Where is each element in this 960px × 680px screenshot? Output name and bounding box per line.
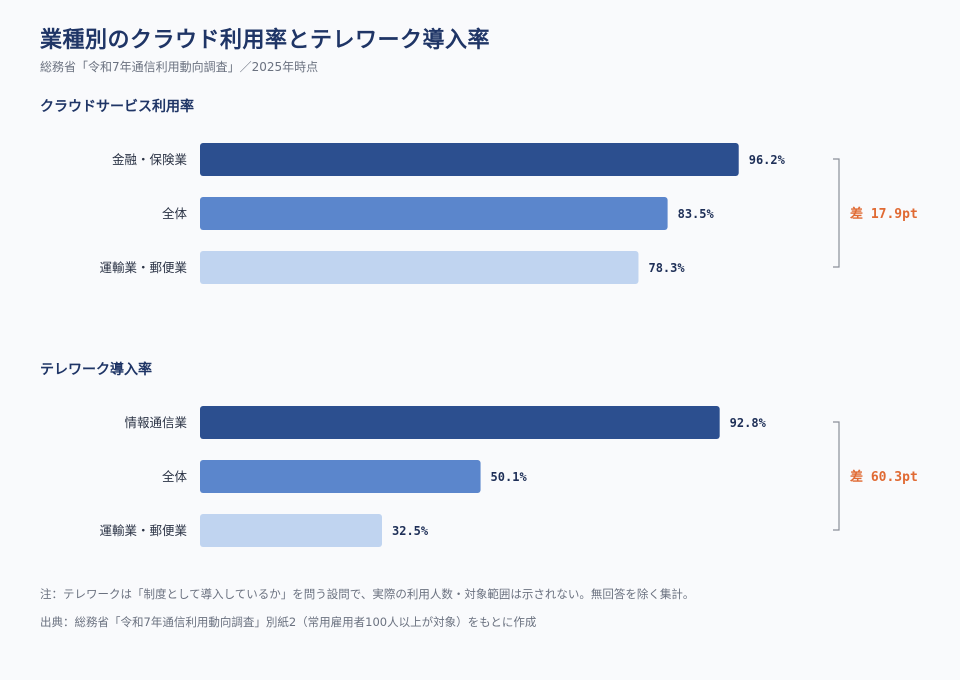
section-title: クラウドサービス利用率	[40, 98, 194, 115]
difference-bracket	[833, 421, 840, 531]
category-label: 金融・保険業	[112, 152, 188, 167]
bar	[200, 251, 639, 284]
bar	[200, 406, 720, 439]
bar	[200, 143, 739, 176]
difference-bracket	[833, 158, 840, 268]
bar	[200, 460, 481, 493]
category-label: 全体	[162, 469, 188, 484]
category-label: 運輸業・郵便業	[99, 523, 187, 538]
category-label: 運輸業・郵便業	[99, 260, 187, 275]
value-label: 96.2%	[749, 153, 786, 167]
value-label: 78.3%	[648, 261, 685, 275]
bar	[200, 514, 382, 547]
page-title: 業種別のクラウド利用率とテレワーク導入率	[40, 28, 491, 53]
category-label: 情報通信業	[124, 415, 187, 430]
page-subtitle: 総務省「令和7年通信利用動向調査」／2025年時点	[40, 60, 319, 74]
source-note: 出典：総務省「令和7年通信利用動向調査」別紙2（常用雇用者100人以上が対象）を…	[40, 615, 537, 629]
difference-label: 差 17.9pt	[850, 206, 918, 222]
category-label: 全体	[162, 206, 188, 221]
value-label: 92.8%	[730, 416, 767, 430]
value-label: 32.5%	[392, 524, 429, 538]
difference-label: 差 60.3pt	[850, 469, 918, 485]
value-label: 50.1%	[491, 470, 528, 484]
bar	[200, 197, 668, 230]
section-title: テレワーク導入率	[40, 361, 152, 378]
footnote: 注：テレワークは「制度として導入しているか」を問う設問で、実際の利用人数・対象範…	[40, 587, 695, 601]
value-label: 83.5%	[678, 207, 715, 221]
